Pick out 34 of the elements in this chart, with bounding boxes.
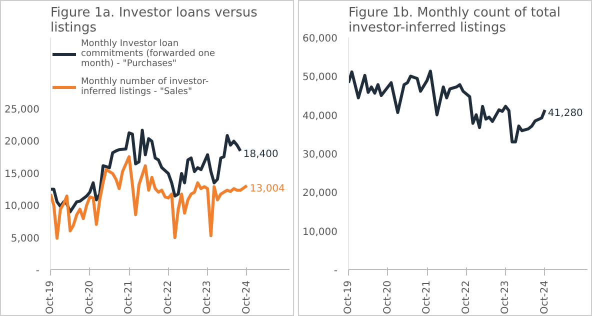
chart-title: Figure 1a. Investor loans versus listings [50,6,258,36]
y-tick-label: 5,000 [10,233,40,244]
x-tick-label: Oct-21 [422,280,433,314]
line-series [348,70,546,144]
x-tick-label: Oct-19 [45,280,56,314]
x-tick-label: Oct-24 [241,280,252,314]
y-tick-label: 60,000 [302,34,338,44]
y-tick-label: 20,000 [302,188,338,200]
x-tick-label: Oct-24 [539,280,550,314]
y-tick-label: 20,000 [4,136,40,148]
chart-title: Figure 1b. Monthly count of total investor-inferred listings [348,6,560,36]
y-tick-label: 15,000 [4,168,40,180]
y-tick-label: 10,000 [302,226,338,238]
y-tick-label: 40,000 [302,110,338,122]
x-tick-label: Oct-19 [343,280,354,314]
data-label: 13,004 [250,184,285,195]
x-tick-label: Oct-23 [202,280,214,314]
y-tick-label: 30,000 [302,150,338,160]
y-tick-label: 50,000 [302,72,338,84]
data-label: 18,400 [243,148,278,160]
data-label: 41,280 [548,108,583,119]
x-tick-label: Oct-23 [500,280,512,314]
x-tick-label: Oct-22 [162,280,174,314]
y-tick-label: 10,000 [4,201,40,212]
x-tick-label: Oct-20 [84,280,96,314]
y-tick-label: 25,000 [4,104,40,116]
y-tick-label: - [36,266,40,276]
line-series [50,128,242,214]
y-tick-label: - [334,266,338,276]
x-tick-label: Oct-22 [460,280,472,314]
x-tick-label: Oct-20 [382,280,394,314]
legend-label: Monthly number of investor-inferred listings - "Sales" [81,77,209,97]
x-tick-label: Oct-21 [124,280,135,314]
legend-label: Monthly Investor loan commitments (forwarded one month) - "Purchases" [81,39,215,69]
